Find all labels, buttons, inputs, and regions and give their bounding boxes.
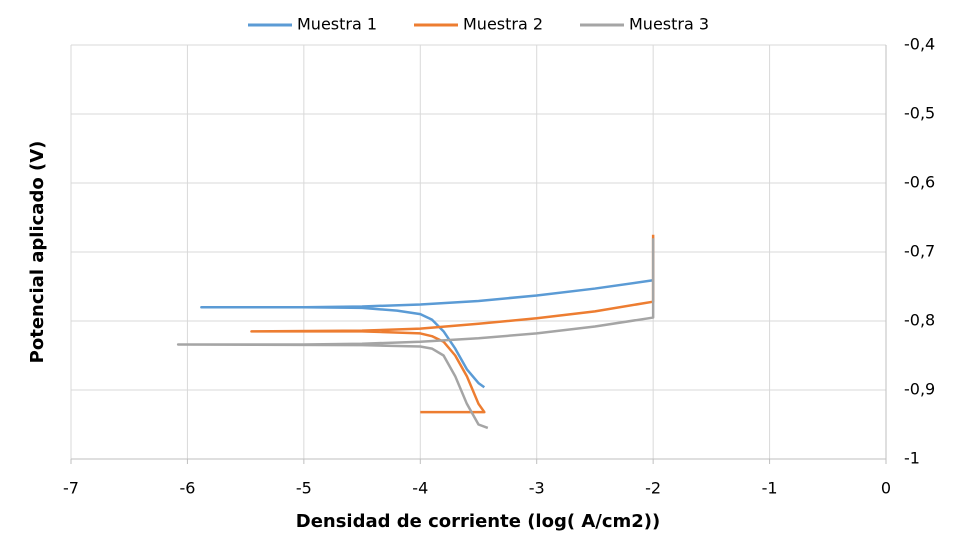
x-axis-title: Densidad de corriente (log( A/cm2))	[296, 511, 661, 532]
legend-label: Muestra 3	[629, 15, 709, 34]
x-tick-label: -6	[179, 479, 195, 498]
y-tick-label: -0,7	[904, 242, 935, 261]
x-tick-label: -5	[296, 479, 312, 498]
series-line	[250, 234, 655, 414]
series-line	[176, 238, 655, 430]
y-tick-label: -0,9	[904, 380, 935, 399]
x-tick-label: -1	[762, 479, 778, 498]
x-tick-label: -4	[412, 479, 428, 498]
y-tick-label: -0,4	[904, 35, 935, 54]
y-axis-title: Potencial aplicado (V)	[27, 141, 48, 364]
y-tick-label: -0,5	[904, 104, 935, 123]
y-tick-label: -1	[904, 449, 920, 468]
x-tick-label: -2	[645, 479, 661, 498]
x-tick-label: 0	[881, 479, 891, 498]
legend-label: Muestra 1	[297, 15, 377, 34]
y-tick-label: -0,6	[904, 173, 935, 192]
series-line	[200, 279, 654, 389]
x-tick-label: -3	[529, 479, 545, 498]
legend-label: Muestra 2	[463, 15, 543, 34]
y-tick-label: -0,8	[904, 311, 935, 330]
x-tick-label: -7	[63, 479, 79, 498]
